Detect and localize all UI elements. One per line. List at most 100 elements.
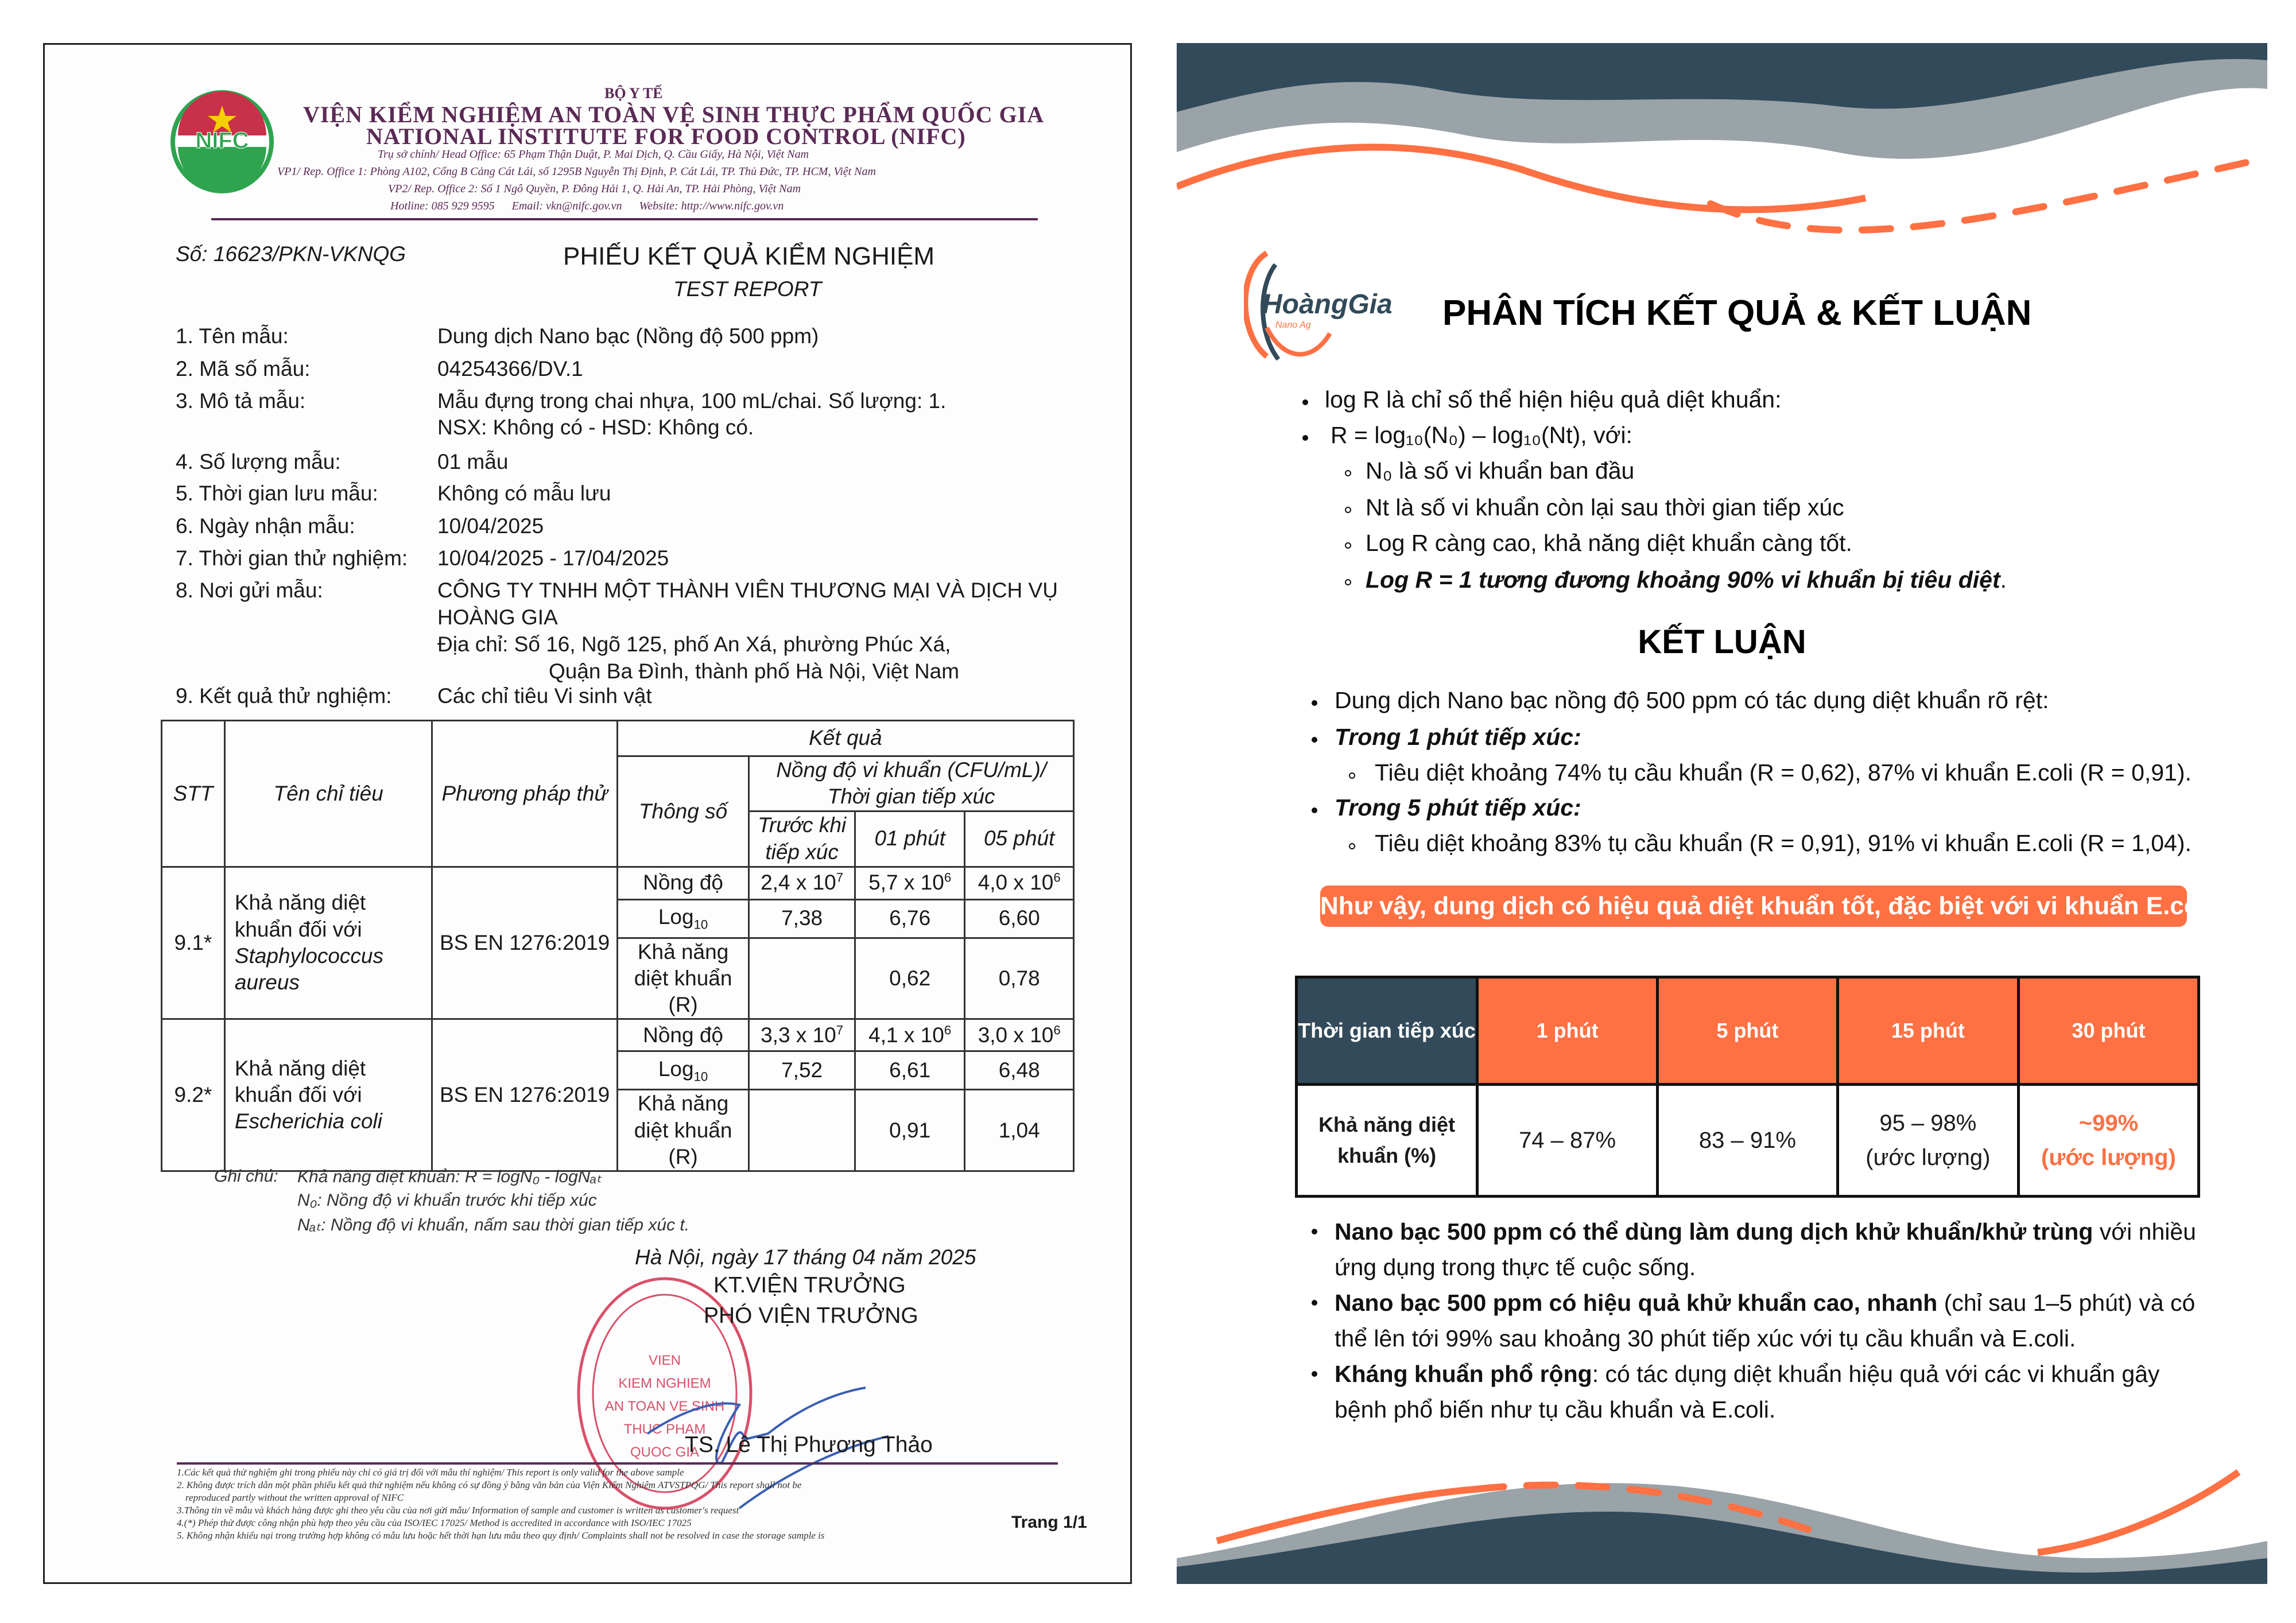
info-value: Dung dịch Nano bạc (Nồng độ 500 ppm) bbox=[437, 324, 819, 348]
value-cell: 4,0 x 106 bbox=[964, 865, 1075, 900]
indicator-cell: Khả năng diệt khuẩn đối với Staphylococcu… bbox=[223, 865, 433, 1020]
info-value: Không có mẫu lưu bbox=[437, 482, 611, 505]
info-label: 8. Nơi gửi mẫu: bbox=[176, 578, 323, 602]
sub-bullet-bold: Log R = 1 tương đương khoảng 90% vi khuẩ… bbox=[1366, 566, 2007, 593]
svg-text:Nano Ag: Nano Ag bbox=[1275, 320, 1311, 330]
top-wave-decoration bbox=[1177, 43, 2267, 234]
institute-vn: VIỆN KIỂM NGHIỆM AN TOÀN VỆ SINH THỰC PH… bbox=[303, 102, 1045, 127]
bullet-icon bbox=[1302, 435, 1308, 441]
value-cell: 4,1 x 106 bbox=[854, 1018, 966, 1053]
summary-col: 15 phút bbox=[1836, 976, 2020, 1086]
result-row: Khả năng diệt khuẩn (R) 0,62 0,78 bbox=[162, 937, 1075, 1020]
param-cell: Log10 bbox=[616, 1050, 750, 1091]
conclusion-title: KẾT LUẬN bbox=[1638, 623, 1806, 661]
summary-header-label: Thời gian tiếp xúc bbox=[1294, 976, 1479, 1086]
stt-cell: 9.1* bbox=[161, 865, 226, 1020]
value-cell bbox=[748, 1089, 856, 1172]
address-line: VP1/ Rep. Office 1: Phòng A102, Cổng B C… bbox=[277, 165, 876, 178]
info-value: NSX: Không có - HSD: Không có. bbox=[437, 416, 754, 439]
info-value: 01 mẫu bbox=[437, 450, 509, 473]
result-row: 9.2* Khả năng diệt khuẩn đối với Escherich… bbox=[161, 1018, 1075, 1172]
final-bullet: Nano bạc 500 ppm có hiệu quả khử khuẩn c… bbox=[1309, 1285, 2210, 1356]
value-cell: 7,52 bbox=[748, 1050, 856, 1091]
summary-table: Thời gian tiếp xúc 1 phút 5 phút 15 phút… bbox=[1294, 976, 2201, 1198]
signer-name: TS. Lê Thị Phương Thảo bbox=[685, 1432, 933, 1457]
sub-bullet-text: Nt là số vi khuẩn còn lại sau thời gian … bbox=[1366, 494, 1844, 521]
info-label: 6. Ngày nhận mẫu: bbox=[176, 514, 355, 538]
sub-bullet-icon bbox=[1345, 542, 1351, 549]
info-value: 10/04/2025 bbox=[437, 514, 544, 538]
sign-title-1: KT.VIỆN TRƯỞNG bbox=[713, 1273, 906, 1298]
report-number: Số: 16623/PKN-VKNQG bbox=[176, 242, 406, 266]
summary-col: 1 phút bbox=[1476, 976, 1659, 1086]
bullet-icon bbox=[1312, 700, 1317, 706]
method-cell: BS EN 1276:2019 bbox=[431, 865, 618, 1020]
summary-value: 95 – 98% (ước lượng) bbox=[1836, 1083, 2020, 1198]
summary-value: 74 – 87% bbox=[1476, 1083, 1659, 1198]
value-cell: 6,48 bbox=[964, 1050, 1075, 1091]
info-value: CÔNG TY TNHH MỘT THÀNH VIÊN THƯƠNG MẠI V… bbox=[437, 578, 1058, 602]
summary-value: 83 – 91% bbox=[1656, 1083, 1839, 1198]
info-value: Quận Ba Đình, thành phố Hà Nội, Việt Nam bbox=[549, 659, 960, 683]
bullet-icon bbox=[1302, 399, 1308, 405]
svg-text:NIFC: NIFC bbox=[195, 128, 249, 153]
info-value: Địa chỉ: Số 16, Ngõ 125, phố An Xá, phườ… bbox=[437, 632, 951, 656]
analysis-panel: HoàngGia Nano Ag PHÂN TÍCH KẾT QUẢ & KẾT… bbox=[1177, 43, 2267, 1584]
address-line: VP2/ Rep. Office 2: Số 1 Ngô Quyền, P. Đ… bbox=[388, 183, 801, 195]
header-before: Trước khi tiếp xúc bbox=[748, 810, 856, 868]
sub-bullet-icon bbox=[1345, 507, 1351, 513]
header-param: Thông số bbox=[616, 755, 750, 868]
indicator-cell: Khả năng diệt khuẩn đối với Escherichia c… bbox=[223, 1018, 433, 1172]
param-cell: Khả năng diệt khuẩn (R) bbox=[616, 1089, 750, 1172]
info-label: 5. Thời gian lưu mẫu: bbox=[176, 482, 378, 505]
report-subtitle: TEST REPORT bbox=[673, 277, 822, 301]
value-cell: 7,38 bbox=[748, 898, 856, 939]
bullet-text: R = log₁₀(N₀) – log₁₀(Nt), với: bbox=[1331, 422, 1632, 448]
value-cell: 6,60 bbox=[964, 898, 1075, 939]
result-row: Khả năng diệt khuẩn (R) 0,91 1,04 bbox=[162, 1089, 1075, 1172]
sub-bullet-text: N₀ là số vi khuẩn ban đầu bbox=[1366, 457, 1635, 484]
final-bullets: Nano bạc 500 ppm có thể dùng làm dung dị… bbox=[1309, 1214, 2210, 1427]
bullet-icon bbox=[1312, 807, 1317, 813]
value-cell: 3,3 x 107 bbox=[748, 1018, 856, 1053]
summary-row-label: Khả năng diệt khuẩn (%) bbox=[1294, 1083, 1479, 1198]
header-5min: 05 phút bbox=[964, 810, 1075, 868]
footer-divider bbox=[177, 1462, 1058, 1465]
summary-value-highlight: ~99% (ước lượng) bbox=[2016, 1083, 2201, 1198]
final-bullet: Nano bạc 500 ppm có thể dùng làm dung dị… bbox=[1309, 1214, 2210, 1285]
sub-bullet-icon bbox=[1345, 579, 1351, 585]
info-label: 3. Mô tả mẫu: bbox=[176, 389, 306, 413]
svg-text:VIEN: VIEN bbox=[649, 1353, 681, 1368]
param-cell: Khả năng diệt khuẩn (R) bbox=[616, 937, 750, 1020]
footer-note: 4.(*) Phép thử được công nhận phù hợp th… bbox=[177, 1517, 692, 1528]
info-label: 7. Thời gian thử nghiệm: bbox=[176, 546, 408, 570]
header-1min: 01 phút bbox=[854, 810, 966, 868]
svg-text:KIEM NGHIEM: KIEM NGHIEM bbox=[618, 1376, 711, 1391]
conclusion-5min: Trong 5 phút tiếp xúc: bbox=[1335, 794, 1581, 821]
report-date: Hà Nội, ngày 17 tháng 04 năm 2025 bbox=[635, 1245, 976, 1269]
header-stt: STT bbox=[161, 720, 226, 868]
info-value: Mẫu đựng trong chai nhựa, 100 mL/chai. S… bbox=[437, 389, 947, 413]
value-cell: 0,62 bbox=[854, 937, 966, 1020]
summary-col: 30 phút bbox=[2016, 976, 2201, 1086]
value-cell: 3,0 x 106 bbox=[964, 1018, 1075, 1053]
bottom-wave-decoration bbox=[1177, 1469, 2267, 1584]
institute-en: NATIONAL INSTITUTE FOR FOOD CONTROL (NIF… bbox=[366, 123, 966, 149]
summary-col: 5 phút bbox=[1656, 976, 1839, 1086]
method-cell: BS EN 1276:2019 bbox=[431, 1018, 618, 1172]
value-cell: 0,91 bbox=[854, 1089, 966, 1172]
note-line: Nₐₜ: Nồng độ vi khuẩn, nấm sau thời gian… bbox=[297, 1216, 690, 1234]
result-row: 9.1* Khả năng diệt khuẩn đối với Staphyloc… bbox=[161, 865, 1075, 1020]
result-row: Log10 7,38 6,76 6,60 bbox=[162, 898, 1075, 939]
value-cell: 2,4 x 107 bbox=[748, 865, 856, 900]
info-value: 04254366/DV.1 bbox=[437, 357, 583, 380]
final-bullet: Kháng khuẩn phổ rộng: có tác dụng diệt k… bbox=[1309, 1356, 2210, 1427]
result-row: Log10 7,52 6,61 6,48 bbox=[162, 1050, 1075, 1091]
nifc-logo: NIFC bbox=[170, 90, 274, 193]
footer-note: 1.Các kết quả thử nghiệm ghi trong phiếu… bbox=[177, 1467, 684, 1478]
note-line: N₀: Nồng độ vi khuẩn trước khi tiếp xúc bbox=[297, 1191, 597, 1210]
header-divider bbox=[211, 218, 1038, 220]
svg-text:HoàngGia: HoàngGia bbox=[1262, 289, 1393, 320]
svg-text:QUOC GIA: QUOC GIA bbox=[630, 1445, 699, 1460]
footer-note: 2. Không được trích dẫn một phần phiếu k… bbox=[177, 1480, 802, 1490]
